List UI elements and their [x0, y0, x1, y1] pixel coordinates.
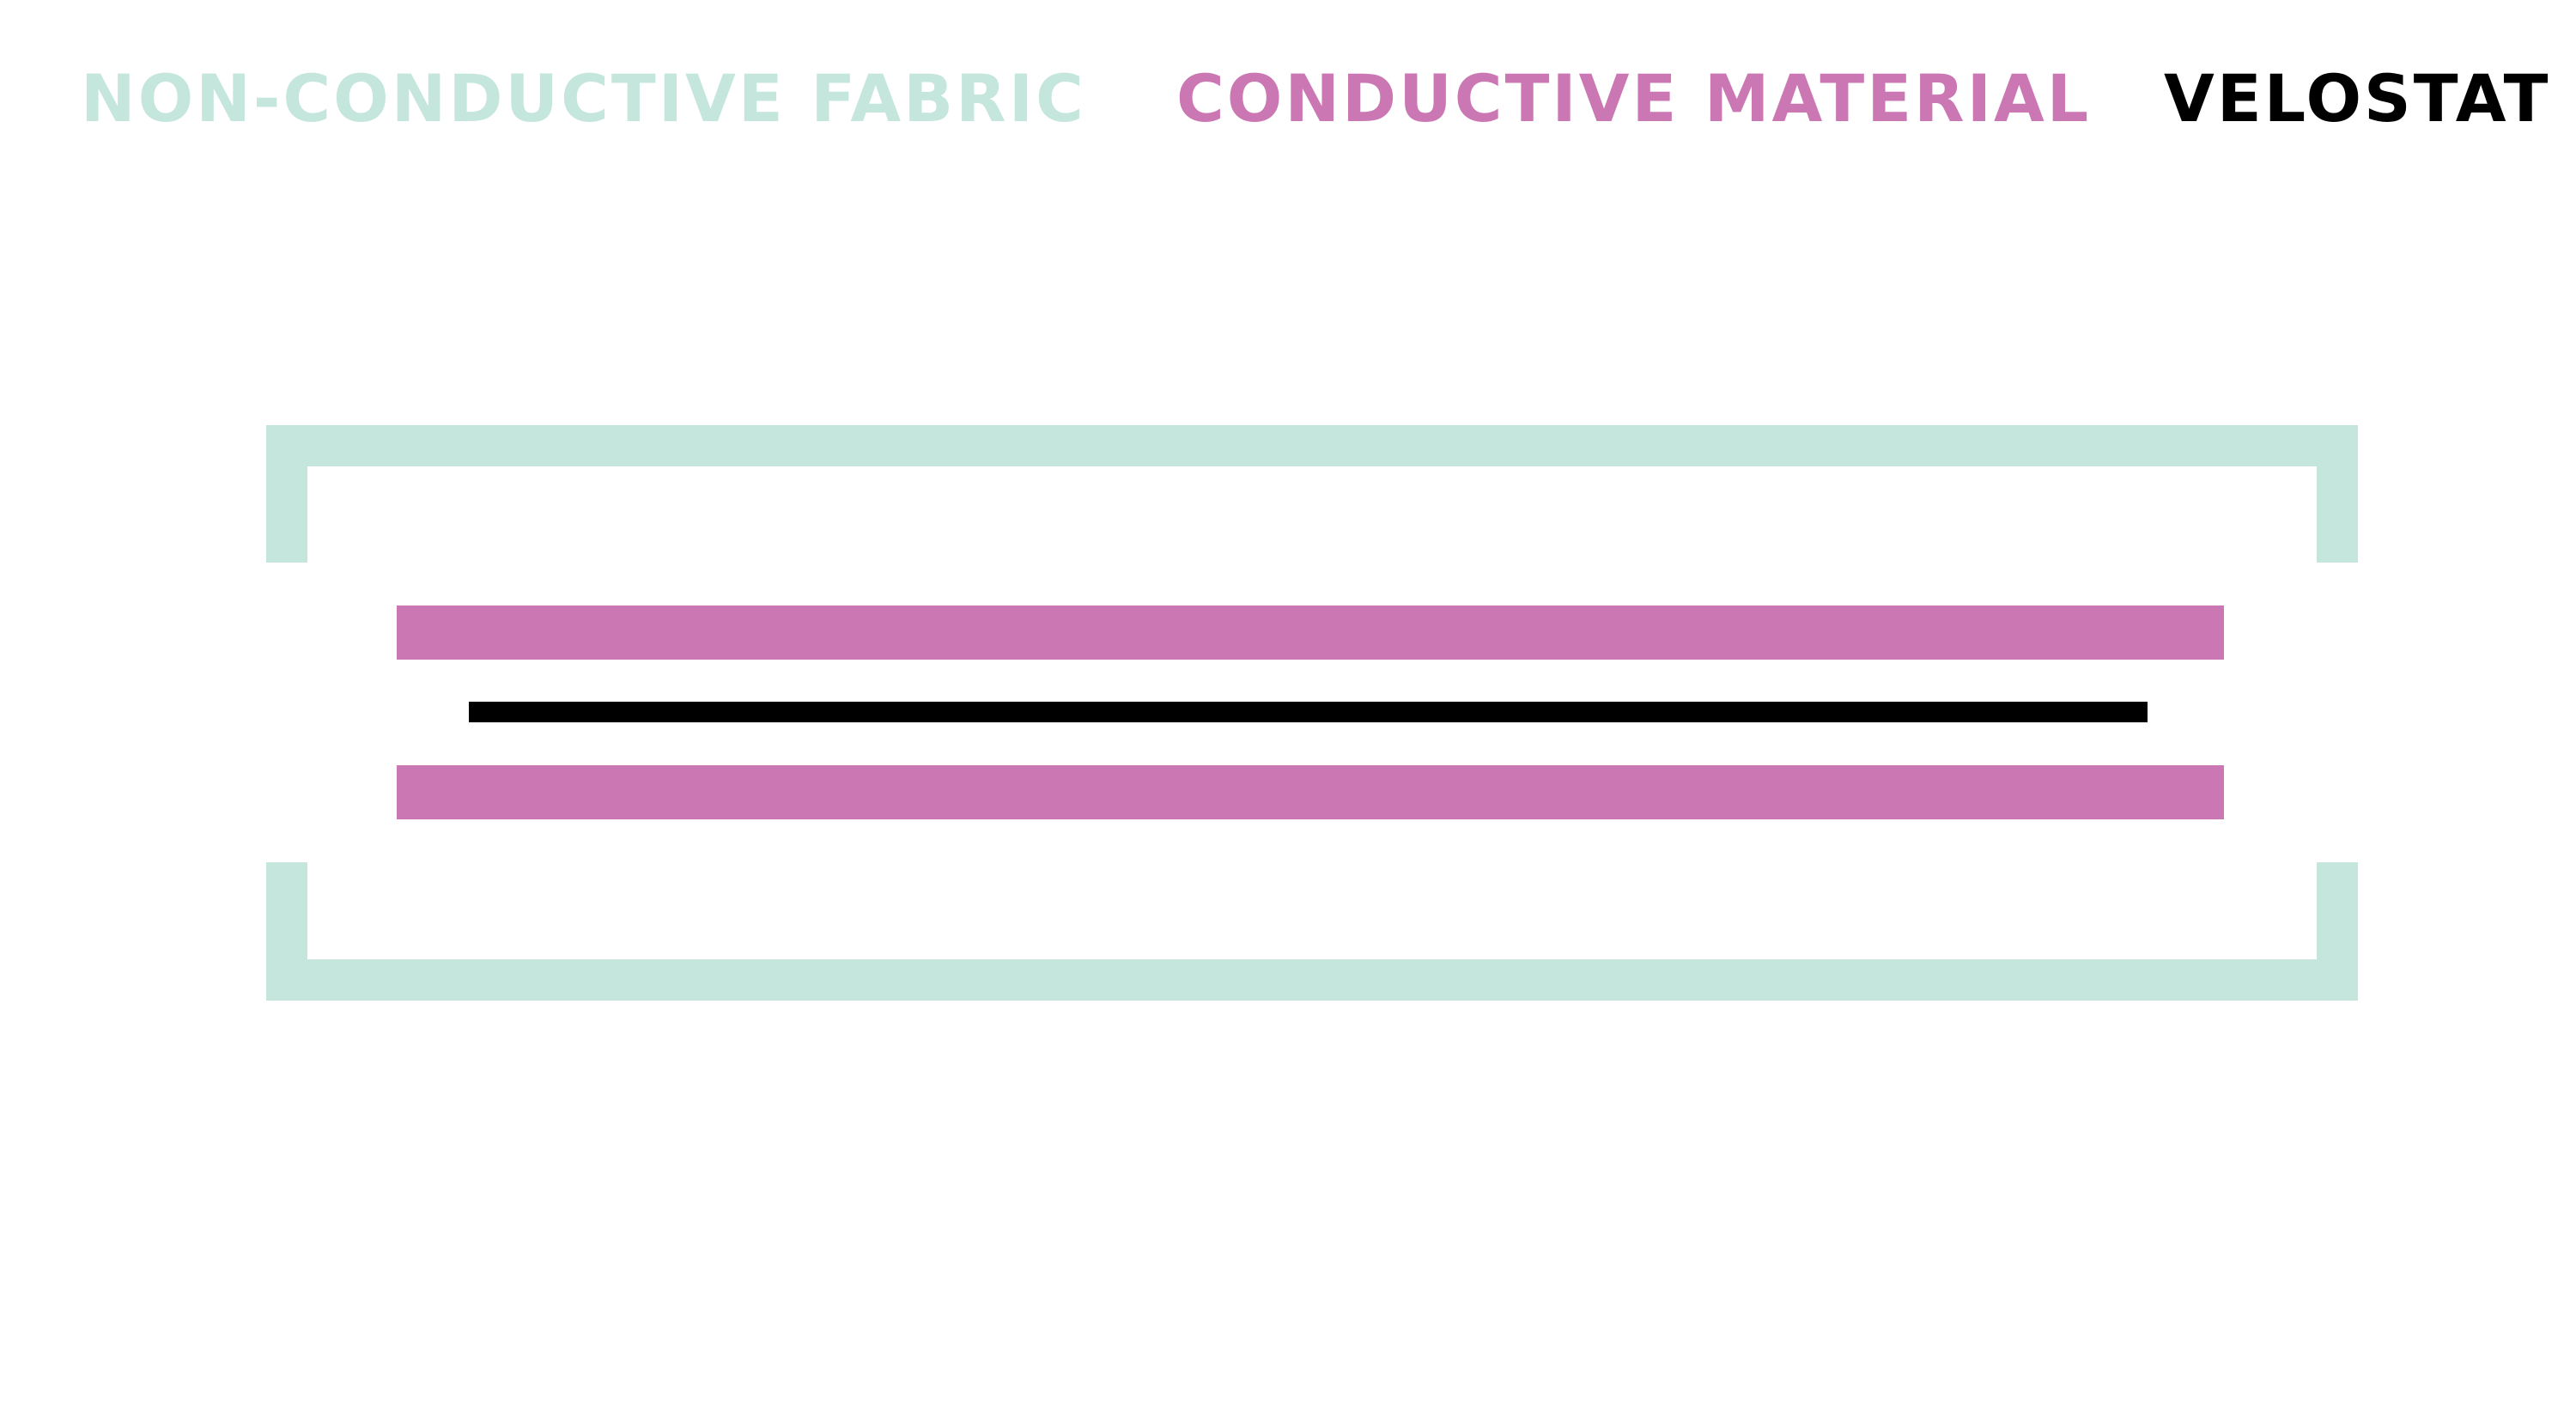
fabric-bottom-bar	[266, 959, 2358, 1001]
fabric-top-left-leg	[266, 425, 307, 563]
fabric-top-bar	[266, 425, 2358, 466]
legend-velostat: VELOSTAT	[2164, 60, 2551, 137]
velostat-layer	[469, 702, 2148, 722]
fabric-bottom-left-leg	[266, 862, 307, 1001]
conductive-layer-top	[397, 606, 2224, 660]
legend-conductive-material: CONDUCTIVE MATERIAL	[1176, 60, 2092, 137]
conductive-layer-bottom	[397, 765, 2224, 819]
fabric-bottom-right-leg	[2317, 862, 2358, 1001]
fabric-top-right-leg	[2317, 425, 2358, 563]
fabric-top-bracket	[266, 425, 2358, 563]
fabric-bottom-bracket	[266, 862, 2358, 1001]
legend: NON-CONDUCTIVE FABRIC CONDUCTIVE MATERIA…	[0, 52, 2576, 146]
legend-non-conductive-fabric: NON-CONDUCTIVE FABRIC	[81, 60, 1086, 137]
